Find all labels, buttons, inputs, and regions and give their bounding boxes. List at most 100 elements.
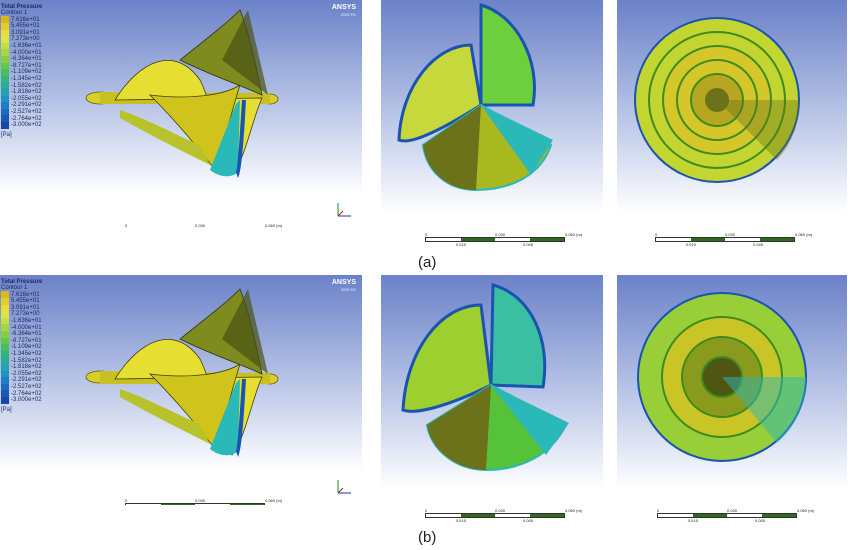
legend-swatch <box>1 29 9 37</box>
legend-swatch <box>1 317 9 325</box>
legend-value: 7.616e+01 <box>11 291 40 298</box>
screw-front-view <box>401 283 569 472</box>
scale-tick-label: 0 <box>655 232 658 237</box>
legend-value: -1.109e+02 <box>11 69 42 76</box>
scale-bar-segments <box>657 513 797 518</box>
scale-bar-segments <box>425 513 565 518</box>
legend-row: -1.109e+02 <box>1 69 42 76</box>
legend-value: -2.764e+02 <box>11 115 42 122</box>
legend-value: -8.727e+01 <box>11 337 42 344</box>
legend-swatch <box>1 390 9 397</box>
screw-rear-view <box>637 292 807 462</box>
scale-tick-label: 0.030 <box>195 498 206 503</box>
legend-value: -6.364e+01 <box>11 56 42 63</box>
scale-tick-label: 0.060 (m) <box>265 498 283 503</box>
legend-row: -2.764e+02 <box>1 115 42 122</box>
legend-value: -2.764e+02 <box>11 390 42 397</box>
scale-subtick-label: 0.015 <box>685 242 696 247</box>
legend-row: -1.582e+02 <box>1 82 42 89</box>
scale-tick-label: 0 <box>657 508 660 513</box>
legend-value: 5.455e+01 <box>11 23 40 30</box>
legend-row: 5.455e+01 <box>1 23 42 30</box>
pressure-legend: Total Pressure Contour 1 7.616e+01 5.455e… <box>1 4 42 138</box>
legend-swatch <box>1 370 9 378</box>
scale-tick-label: 0.060 (m) <box>265 223 283 228</box>
legend-row: -4.000e+01 <box>1 49 42 56</box>
legend-value: 5.455e+01 <box>11 298 40 305</box>
legend-title: Total Pressure <box>1 279 43 285</box>
scale-subtick-label: 0.045 <box>523 242 534 247</box>
legend-units: [Pa] <box>1 131 12 138</box>
legend-row: -2.291e+02 <box>1 102 42 109</box>
scale-subtick-labels: 0.015 0.045 <box>425 242 565 247</box>
caption-b: (b) <box>418 529 437 546</box>
scale-subtick-labels: 0.015 0.045 <box>657 518 797 523</box>
legend-rows: 7.616e+01 5.455e+01 3.091e+01 7.273e+00 -1.6… <box>1 16 42 129</box>
legend-swatch <box>1 108 9 116</box>
legend-row: -1.818e+02 <box>1 363 42 371</box>
panel-b-front: 0 0.030 0.060 (m) 0.015 0.045 <box>381 275 603 527</box>
legend-value: -4.000e+01 <box>11 324 42 331</box>
scale-tick-label: 0.060 (m) <box>797 508 815 513</box>
legend-value: -2.527e+02 <box>11 108 42 115</box>
panel-b-side: Total Pressure Contour 1 7.616e+01 5.455e… <box>0 275 362 505</box>
scale-subtick-label: 0.045 <box>753 242 764 247</box>
legend-swatch <box>1 55 9 63</box>
legend-row: -2.764e+02 <box>1 390 42 397</box>
scale-tick-label: 0.060 (m) <box>795 232 813 237</box>
legend-swatch <box>1 88 9 96</box>
legend-row: 7.273e+00 <box>1 36 42 43</box>
scale-tick-label: 0.060 (m) <box>565 508 583 513</box>
screw-side-view <box>85 9 279 178</box>
scale-tick-labels: 0 0.030 0.060 (m) <box>425 508 582 513</box>
legend-row: -2.527e+02 <box>1 383 42 391</box>
pressure-legend: Total Pressure Contour 1 7.616e+01 5.455e… <box>1 279 42 413</box>
legend-swatch <box>1 62 9 70</box>
legend-value: -1.818e+02 <box>11 364 42 371</box>
legend-row: 3.091e+01 <box>1 29 42 37</box>
legend-swatch <box>1 324 9 331</box>
legend-row: -1.818e+02 <box>1 88 42 96</box>
scale-bar-segments <box>425 237 565 242</box>
scale-tick-label: 0 <box>425 232 428 237</box>
ansys-logo-text: ANSYS <box>331 4 356 11</box>
ansys-logo: ANSYS 2020 R1 <box>332 279 356 293</box>
scale-subtick-label: 0.015 <box>455 518 466 523</box>
legend-value: 7.273e+00 <box>11 36 40 43</box>
legend-swatch <box>1 95 9 103</box>
legend-value: -1.345e+02 <box>11 75 42 82</box>
legend-value: -1.109e+02 <box>11 344 42 351</box>
legend-swatch <box>1 121 9 129</box>
scale-tick-label: 0.060 (m) <box>565 232 583 237</box>
legend-row: -1.582e+02 <box>1 357 42 364</box>
legend-swatch <box>1 298 9 305</box>
legend-value: -1.582e+02 <box>11 82 42 89</box>
legend-row: -3.000e+02 <box>1 396 42 404</box>
legend-row: -3.000e+02 <box>1 121 42 129</box>
scale-tick-label: 0.030 <box>727 508 738 513</box>
legend-value: -2.055e+02 <box>11 370 42 377</box>
legend-swatch <box>1 291 9 298</box>
axis-triad-icon <box>332 477 356 504</box>
legend-value: -1.636e+01 <box>11 42 42 49</box>
scale-bar-segments <box>125 503 265 505</box>
legend-swatch <box>1 115 9 122</box>
legend-row: 7.273e+00 <box>1 311 42 318</box>
ansys-version: 2020 R1 <box>340 12 356 17</box>
scale-tick-labels: 0 0.030 0.060 (m) <box>655 232 812 237</box>
legend-swatch <box>1 23 9 30</box>
scale-tick-label: 0.030 <box>495 232 506 237</box>
caption-a: (a) <box>418 254 437 271</box>
scale-subtick-labels: 0.015 0.045 <box>655 242 795 247</box>
screw-front-view <box>397 3 553 192</box>
legend-value: -6.364e+01 <box>11 331 42 338</box>
legend-title: Total Pressure <box>1 4 43 10</box>
legend-row: 7.616e+01 <box>1 16 42 23</box>
legend-units: [Pa] <box>1 406 12 413</box>
legend-row: -8.727e+01 <box>1 337 42 345</box>
panel-a-front: 0 0.030 0.060 (m) 0.015 0.045 <box>381 0 603 250</box>
legend-value: -1.345e+02 <box>11 350 42 357</box>
legend-swatch <box>1 304 9 312</box>
